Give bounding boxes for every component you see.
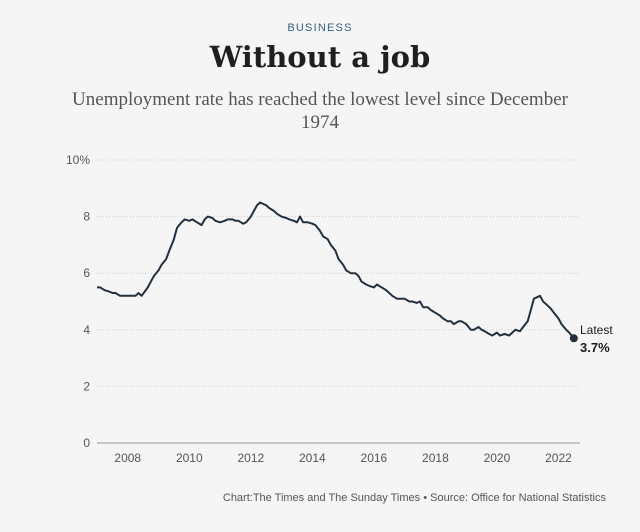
latest-label: Latest bbox=[580, 323, 613, 337]
x-axis-ticks: 2008 2010 2012 2014 2016 2018 2020 2022 bbox=[114, 451, 572, 465]
chart-source: Chart:The Times and The Sunday Times • S… bbox=[222, 492, 606, 504]
y-tick-label: 6 bbox=[83, 266, 90, 280]
x-tick-label: 2018 bbox=[422, 451, 449, 465]
y-tick-label: 4 bbox=[83, 323, 90, 337]
y-tick-label: 8 bbox=[83, 210, 90, 224]
section-kicker: BUSINESS bbox=[287, 22, 353, 34]
x-tick-label: 2010 bbox=[176, 451, 203, 465]
unemployment-rate-line bbox=[97, 201, 575, 339]
chart-subtitle: Unemployment rate has reached the lowest… bbox=[72, 89, 568, 133]
gridlines bbox=[97, 159, 580, 444]
x-tick-label: 2020 bbox=[484, 451, 511, 465]
y-tick-label: 0 bbox=[83, 436, 90, 450]
latest-point-marker bbox=[569, 334, 578, 343]
x-tick-label: 2022 bbox=[545, 451, 572, 465]
x-tick-label: 2016 bbox=[361, 451, 388, 465]
x-tick-label: 2012 bbox=[237, 451, 264, 465]
y-tick-label: 2 bbox=[83, 379, 90, 393]
x-tick-label: 2008 bbox=[114, 451, 141, 465]
latest-value-label: 3.7% bbox=[580, 340, 610, 355]
y-axis-ticks: 0 2 4 6 8 10% bbox=[66, 153, 90, 450]
chart-title: Without a job bbox=[209, 40, 431, 74]
y-tick-label: 10% bbox=[66, 153, 90, 167]
x-tick-label: 2014 bbox=[299, 451, 326, 465]
